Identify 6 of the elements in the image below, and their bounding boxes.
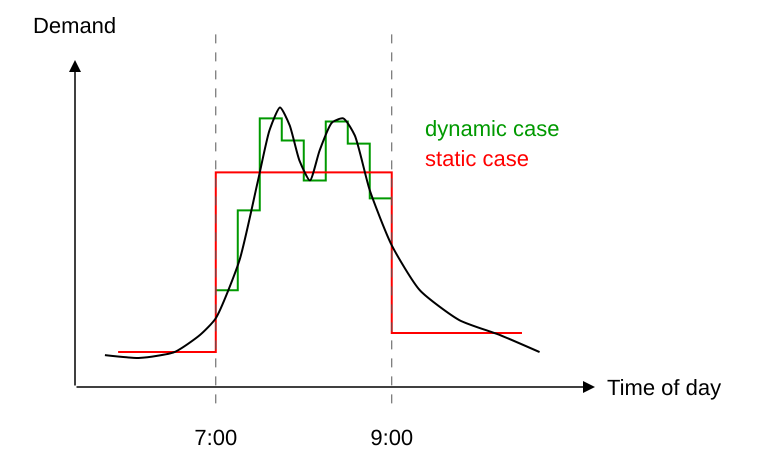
x-axis-title: Time of day [607,375,722,400]
series-label: static case [425,146,529,171]
x-tick-label: 9:00 [370,425,414,450]
x-tick-label: 7:00 [194,425,238,450]
y-axis-title: Demand [33,13,116,38]
text: dynamic case [425,116,560,141]
